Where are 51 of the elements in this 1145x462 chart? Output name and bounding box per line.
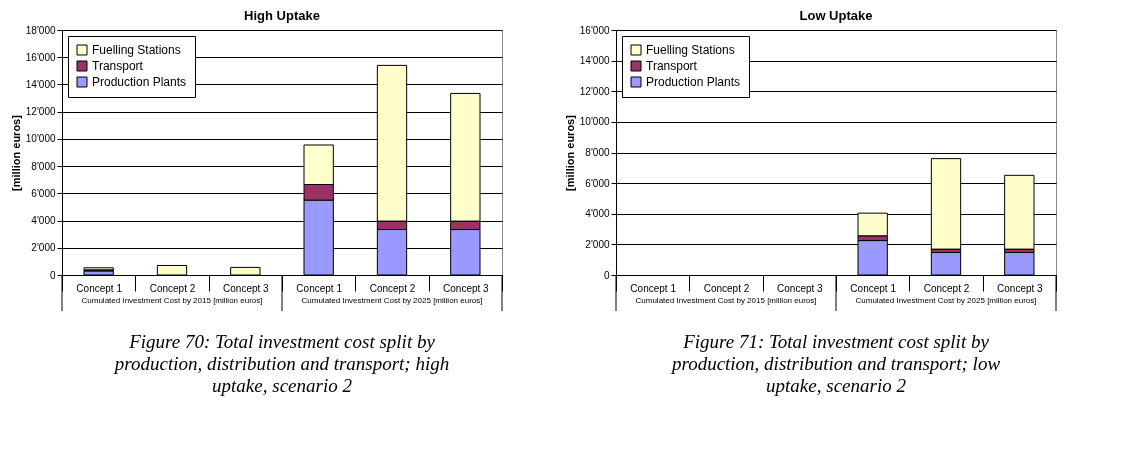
y-tick-label: 18'000: [25, 24, 56, 36]
caption: Figure 71: Total investment cost split by production, distribution and transport; low uptake, scenario 2: [669, 331, 1001, 396]
x-tick-label: Concept 1: [76, 282, 123, 294]
chart-title: Low Uptake: [799, 8, 873, 23]
y-axis-title: [million euros]: [563, 114, 576, 191]
caption: Figure 70: Total investment cost split by production, distribution and transport; high uptake, scenario 2: [112, 331, 450, 396]
y-tick-label: 14'000: [579, 55, 610, 67]
legend-label: Production Plants: [646, 75, 741, 89]
x-tick-label: Concept 1: [296, 282, 343, 294]
x-tick-label: Concept 2: [703, 282, 750, 294]
y-tick-label: 0: [603, 269, 610, 281]
x-tick-label: Concept 2: [369, 282, 416, 294]
y-tick-label: 4'000: [31, 215, 56, 227]
text: Cumulated Investment Cost by 2015 [million euros]: [635, 296, 817, 305]
y-tick-label: 8'000: [585, 147, 610, 158]
y-tick-label: 0: [49, 269, 56, 281]
x-tick-label: Concept 3: [777, 282, 824, 294]
y-tick-label: 10'000: [579, 116, 610, 128]
y-tick-label: 8'000: [31, 160, 56, 172]
text: Cumulated Investment Cost by 2025 [million euros]: [301, 296, 483, 305]
x-tick-label: Concept 2: [923, 282, 970, 294]
y-tick-label: 4'000: [585, 208, 610, 220]
y-tick-label: 2'000: [585, 238, 610, 250]
legend-label: Fuelling Stations: [646, 43, 735, 57]
y-tick-label: 16'000: [579, 24, 610, 36]
legend-label: Transport: [646, 59, 698, 73]
y-tick-label: 10'000: [25, 133, 56, 145]
bar: [930, 251, 962, 276]
y-axis-title: [million euros]: [9, 114, 22, 191]
x-tick-label: Concept 3: [223, 282, 270, 294]
y-tick-label: 14'000: [25, 78, 56, 90]
text: Cumulated Investment Cost by 2025 [million euros]: [855, 296, 1037, 305]
y-tick-label: 12'000: [579, 85, 610, 97]
x-tick-label: Concept 3: [443, 282, 490, 294]
y-tick-label: 12'000: [25, 106, 56, 118]
x-tick-label: Concept 2: [149, 282, 196, 294]
bar: [156, 264, 188, 276]
y-tick-label: 2'000: [31, 242, 56, 254]
y-tick-label: 6'000: [585, 177, 610, 189]
y-tick-label: 6'000: [31, 187, 56, 199]
legend-label: Fuelling Stations: [92, 43, 181, 57]
bar: [1004, 251, 1035, 276]
chart-title: High Uptake: [244, 8, 320, 23]
bar: [230, 266, 261, 276]
x-tick-label: Concept 1: [630, 282, 677, 294]
text: Cumulated Investment Cost by 2015 [million euros]: [81, 296, 263, 305]
legend-label: Production Plants: [92, 75, 187, 89]
x-tick-label: Concept 3: [997, 282, 1044, 294]
x-tick-label: Concept 1: [850, 282, 897, 294]
legend-label: Transport: [92, 59, 144, 73]
y-tick-label: 16'000: [25, 51, 56, 63]
